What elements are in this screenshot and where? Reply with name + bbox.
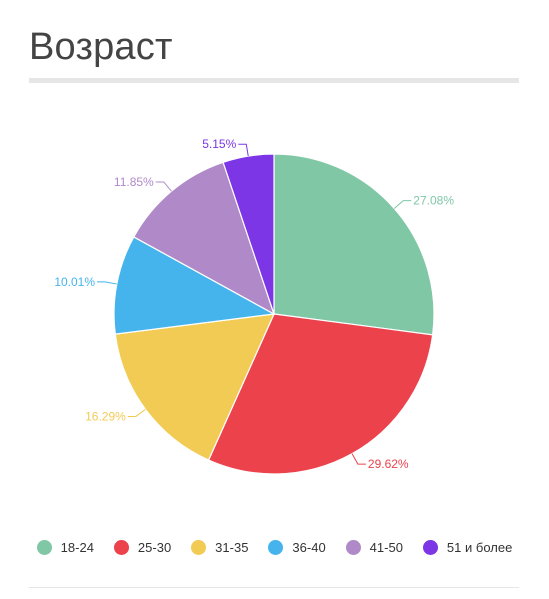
legend-swatch-41-50 (345, 539, 361, 555)
leader-line-31-35 (127, 408, 146, 417)
legend-label-41-50: 41-50 (369, 539, 403, 555)
legend-swatch-31-35 (191, 539, 207, 555)
leader-line-41-50 (155, 181, 172, 192)
pie-chart: 27.08% 29.62% 16.29% 10.01% 11.85% 5.15% (54, 137, 454, 475)
chart-title: Возраст (29, 26, 173, 68)
leader-line-18-24 (393, 200, 412, 209)
legend-item-31-35[interactable]: 31-35 (191, 539, 249, 555)
legend-label-25-30: 25-30 (137, 539, 172, 555)
legend-label-36-40: 36-40 (292, 539, 326, 555)
legend-label-18-24: 18-24 (60, 539, 94, 555)
legend-item-41-50[interactable]: 41-50 (345, 539, 403, 555)
leader-line-36-40 (97, 281, 117, 285)
legend-item-18-24[interactable]: 18-24 (36, 539, 94, 555)
legend-item-51-plus[interactable]: 51 и более (422, 539, 513, 555)
data-label-25-30: 29.62% (368, 457, 409, 471)
pie-slice-51-plus[interactable] (222, 153, 275, 315)
chart-legend: 18-24 25-30 31-35 36-40 41-50 51 и более (0, 536, 549, 558)
legend-item-36-40[interactable]: 36-40 (268, 539, 326, 555)
legend-swatch-18-24 (36, 539, 52, 555)
title-underline (29, 78, 519, 83)
legend-label-31-35: 31-35 (215, 539, 249, 555)
data-label-18-24: 27.08% (413, 194, 454, 208)
leader-line-51-plus (238, 143, 249, 157)
legend-swatch-51-plus (422, 539, 438, 555)
data-label-31-35: 16.29% (85, 409, 126, 423)
data-label-41-50: 11.85% (114, 175, 154, 189)
pie-slice-41-50[interactable] (132, 161, 276, 316)
legend-item-25-30[interactable]: 25-30 (113, 539, 172, 555)
data-label-36-40: 10.01% (54, 275, 95, 289)
leader-line-25-30 (351, 453, 366, 465)
legend-label-51-plus: 51 и более (446, 539, 513, 555)
legend-swatch-25-30 (113, 539, 129, 555)
pie-slice-18-24[interactable] (273, 153, 435, 336)
legend-swatch-36-40 (268, 539, 284, 555)
data-label-51-plus: 5.15% (202, 137, 236, 151)
bottom-divider (29, 587, 519, 588)
pie-slice-25-30[interactable] (207, 313, 434, 475)
